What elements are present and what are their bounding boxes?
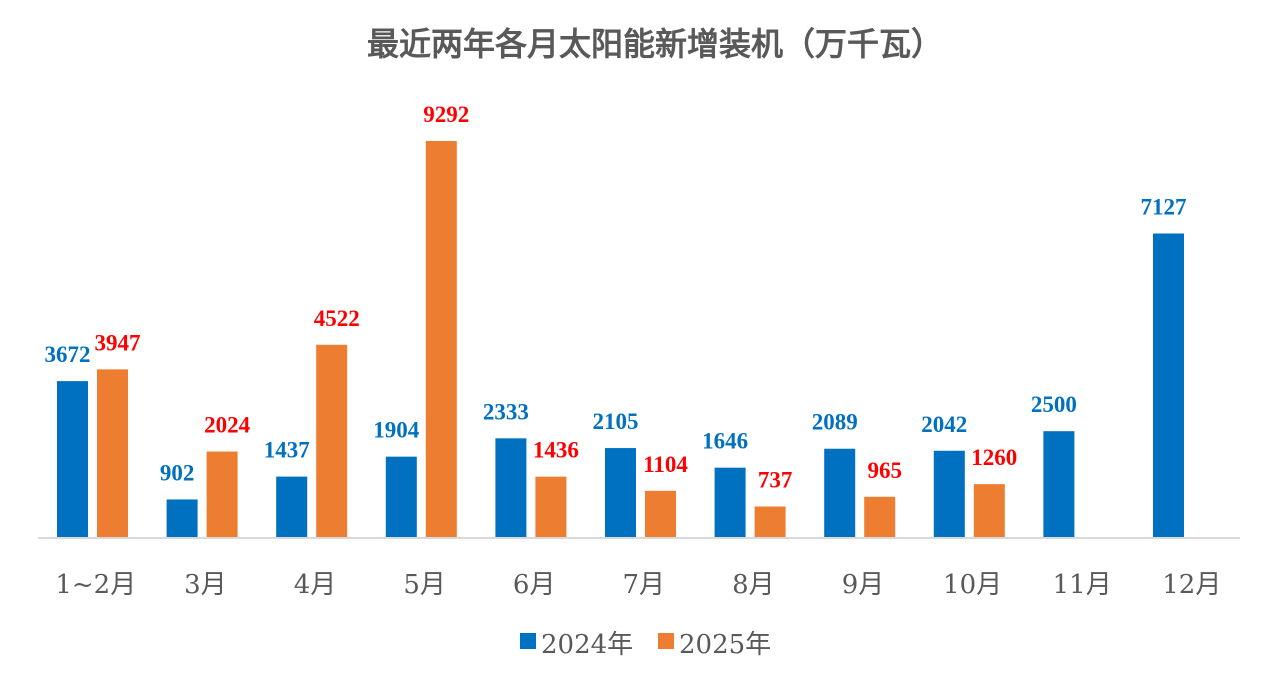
data-label-2024: 1437: [264, 438, 310, 463]
data-label-2025: 9292: [423, 102, 469, 127]
bar-2024: [1153, 233, 1184, 539]
bar-2025: [754, 506, 786, 538]
x-axis-ticks: 1~2月 3月 4月 5月 6月 7月 8月 9月 10月 11月 12月: [55, 570, 1221, 600]
bar-2024: [276, 476, 308, 538]
bar-2024: [1043, 431, 1075, 538]
data-label-2024: 902: [160, 460, 195, 485]
chart-title: 最近两年各月太阳能新增装机（万千瓦）: [367, 25, 943, 63]
legend-swatch-2025: [658, 633, 674, 649]
data-label-2025: 965: [867, 458, 902, 483]
bar-2025: [864, 496, 896, 538]
data-label-2024: 2042: [921, 412, 967, 437]
data-label-2024: 2105: [593, 409, 639, 434]
bar-2024: [57, 381, 88, 538]
x-tick-label: 9月: [842, 570, 885, 600]
legend-label-2024: 2024年: [541, 630, 633, 660]
bars-group: [57, 141, 1184, 539]
x-tick-label: 10月: [943, 570, 1002, 600]
data-label-2024: 1646: [702, 429, 748, 454]
x-tick-label: 11月: [1053, 570, 1112, 600]
data-label-2024: 7127: [1141, 194, 1187, 219]
bar-2024: [166, 499, 198, 538]
data-label-2025: 1260: [971, 445, 1017, 470]
x-tick-label: 4月: [294, 570, 337, 600]
bar-2024: [714, 467, 746, 538]
data-label-2025: 4522: [314, 306, 360, 331]
bar-2024: [385, 456, 417, 538]
bar-2024: [605, 448, 636, 538]
legend-label-2025: 2025年: [679, 630, 771, 660]
x-tick-label: 1~2月: [55, 570, 136, 600]
x-tick-label: 6月: [513, 570, 556, 600]
data-label-2024: 1904: [373, 418, 420, 443]
data-label-2025: 1436: [533, 438, 579, 463]
bar-2025: [973, 484, 1005, 538]
bar-2024: [495, 438, 527, 538]
x-tick-label: 3月: [184, 570, 227, 600]
data-label-2025: 2024: [204, 413, 251, 438]
legend-swatch-2024: [520, 633, 536, 649]
data-label-2025: 1104: [643, 452, 688, 477]
bar-2025: [97, 369, 128, 538]
x-tick-label: 8月: [732, 570, 775, 600]
bar-2025: [316, 344, 348, 538]
bar-2025: [206, 451, 238, 538]
data-label-2025: 737: [758, 468, 793, 493]
bar-2025: [535, 476, 567, 538]
legend: 2024年 2025年: [520, 630, 771, 660]
x-tick-label: 7月: [623, 570, 666, 600]
data-label-2025: 3947: [95, 330, 141, 355]
data-label-2024: 2333: [483, 399, 529, 424]
bar-2024: [824, 448, 856, 538]
bar-2025: [425, 141, 457, 538]
bar-2024: [933, 450, 965, 538]
data-label-2024: 3672: [45, 342, 91, 367]
data-label-2024: 2089: [812, 410, 858, 435]
x-tick-label: 12月: [1162, 570, 1221, 600]
x-tick-label: 5月: [403, 570, 446, 600]
bar-2025: [645, 490, 676, 538]
data-label-2024: 2500: [1031, 392, 1077, 417]
